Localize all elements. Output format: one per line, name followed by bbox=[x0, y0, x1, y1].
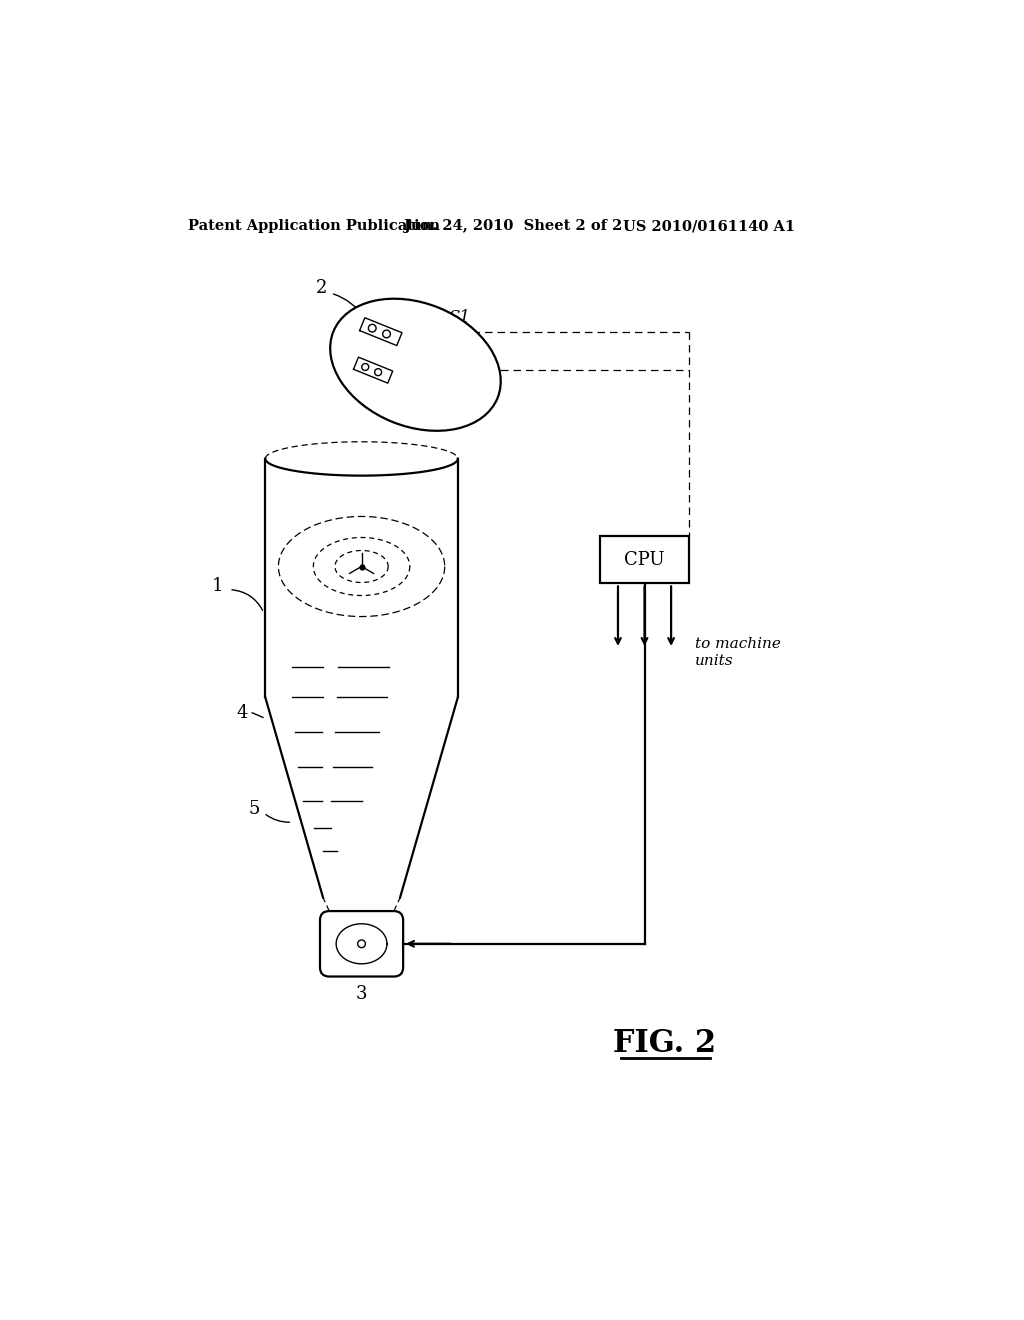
Circle shape bbox=[369, 325, 376, 333]
Circle shape bbox=[357, 940, 366, 948]
Text: 2: 2 bbox=[315, 279, 328, 297]
Text: Patent Application Publication: Patent Application Publication bbox=[188, 219, 440, 234]
Text: to machine
units: to machine units bbox=[695, 638, 781, 668]
Text: FIG. 2: FIG. 2 bbox=[612, 1028, 716, 1060]
Text: 3: 3 bbox=[355, 985, 368, 1003]
Text: S2: S2 bbox=[444, 351, 466, 368]
Polygon shape bbox=[359, 318, 402, 346]
Text: 5: 5 bbox=[248, 800, 259, 818]
Circle shape bbox=[375, 368, 382, 376]
Ellipse shape bbox=[330, 298, 501, 430]
FancyBboxPatch shape bbox=[319, 911, 403, 977]
Text: 1: 1 bbox=[212, 577, 223, 595]
Text: 4: 4 bbox=[237, 704, 248, 722]
Polygon shape bbox=[353, 358, 392, 383]
FancyBboxPatch shape bbox=[600, 536, 689, 583]
Circle shape bbox=[361, 363, 369, 371]
Circle shape bbox=[383, 330, 390, 338]
Text: CPU: CPU bbox=[625, 550, 665, 569]
Text: S1: S1 bbox=[449, 309, 471, 326]
Text: Jun. 24, 2010  Sheet 2 of 2: Jun. 24, 2010 Sheet 2 of 2 bbox=[403, 219, 623, 234]
Text: US 2010/0161140 A1: US 2010/0161140 A1 bbox=[624, 219, 796, 234]
